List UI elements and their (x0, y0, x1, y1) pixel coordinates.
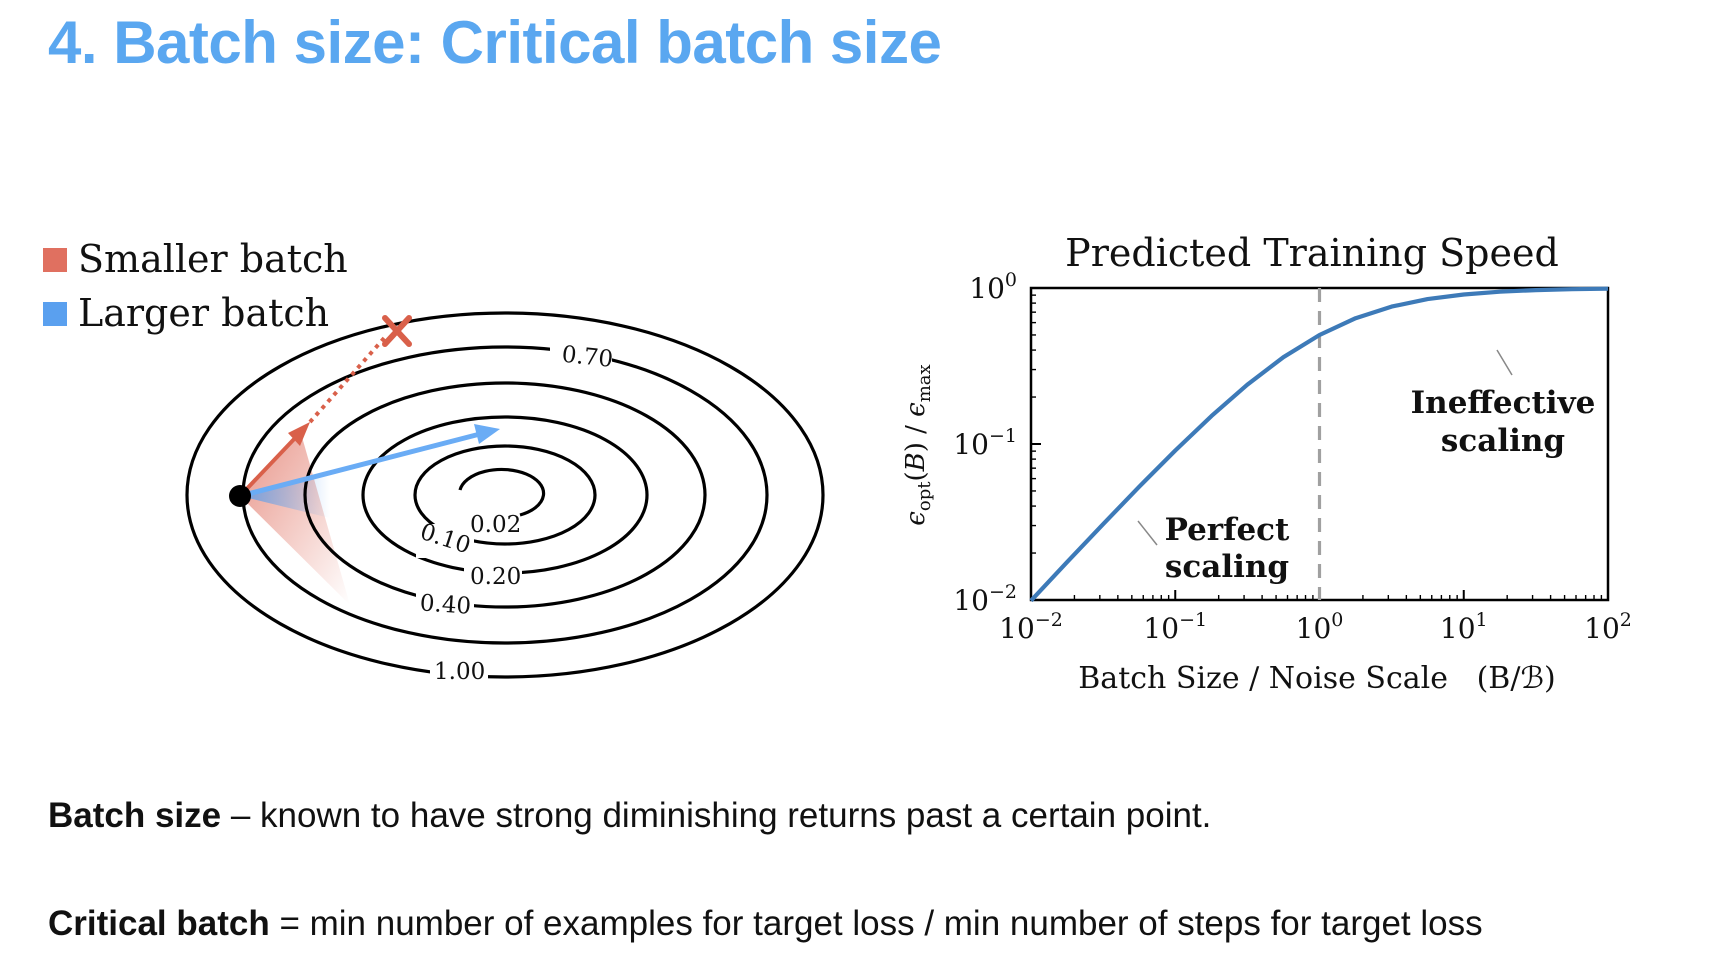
contour-0-40 (303, 381, 707, 609)
critical-batch-definition: = min number of examples for target loss… (269, 904, 1483, 943)
x-tick-label: 10−1 (1143, 609, 1207, 645)
contour-1-00 (185, 311, 825, 679)
contour-0-10 (413, 444, 597, 546)
x-tick-label: 101 (1440, 609, 1488, 645)
y-tick-label: 10−1 (953, 425, 1017, 461)
legend-swatch-smaller (43, 248, 67, 272)
annotation-ineffective-scaling: scaling (1441, 423, 1565, 459)
x-axis-label: Batch Size / Noise Scale (B/ℬ) (1078, 661, 1555, 696)
annotation-leader (1137, 520, 1158, 546)
chart-title: Predicted Training Speed (1065, 231, 1559, 275)
contour-0-20 (361, 415, 649, 575)
annotation-leader (1496, 349, 1513, 376)
contour-label-0-70: 0.70 (561, 342, 615, 373)
legend: Smaller batch Larger batch (43, 237, 348, 335)
legend-swatch-larger (43, 302, 67, 326)
series-line (1029, 286, 1609, 603)
batch-size-line: Batch size – known to have strong dimini… (48, 796, 1211, 836)
annotation-perfect-scaling: scaling (1165, 549, 1289, 585)
y-axis-label: ϵopt(B) / ϵmax (901, 364, 935, 525)
chart-axes: 10−2 10−1 100 101 102 10−2 10−1 100 (953, 269, 1632, 645)
training-speed-chart: Predicted Training Speed 10−2 10−1 100 101 1… (901, 231, 1632, 696)
contour-label-0-40: 0.40 (419, 590, 472, 620)
annotation-ineffective-scaling: Ineffective (1411, 385, 1596, 421)
start-point (229, 485, 251, 507)
x-tick-label: 10−2 (999, 609, 1063, 645)
batch-size-description: – known to have strong diminishing retur… (221, 796, 1212, 835)
y-tick-label: 10−2 (953, 581, 1017, 617)
x-tick-label: 102 (1584, 609, 1632, 645)
x-tick-label: 100 (1296, 609, 1344, 645)
contour-figure: Smaller batch Larger batch 1.00 0.70 0.4… (43, 237, 825, 685)
slide-title: 4. Batch size: Critical batch size (48, 9, 942, 76)
contour-label-1-00: 1.00 (434, 659, 485, 685)
figure-area: Smaller batch Larger batch 1.00 0.70 0.4… (43, 231, 1632, 696)
x-mark-icon (382, 315, 412, 347)
batch-size-term: Batch size (48, 796, 222, 835)
contour-0-02 (458, 467, 546, 517)
contour-label-0-02: 0.02 (470, 512, 521, 538)
y-tick-label: 100 (969, 269, 1017, 305)
contour-label-group: 1.00 0.70 0.40 0.20 0.10 0.02 (416, 338, 614, 685)
critical-batch-line: Critical batch = min number of examples … (48, 904, 1483, 944)
smaller-batch-noise-fan (240, 430, 350, 605)
contour-label-0-20: 0.20 (470, 564, 521, 590)
legend-label-larger: Larger batch (78, 291, 329, 335)
larger-batch-step-arrow (239, 424, 500, 499)
annotation-perfect-scaling: Perfect (1165, 512, 1290, 548)
critical-batch-term: Critical batch (48, 904, 270, 943)
smaller-batch-step-arrow (238, 315, 412, 498)
legend-label-smaller: Smaller batch (78, 237, 348, 281)
